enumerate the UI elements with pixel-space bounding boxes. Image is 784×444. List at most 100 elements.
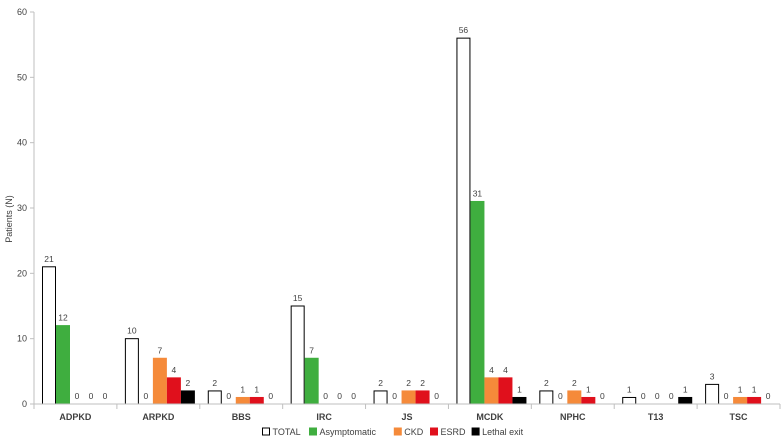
- data-label-t13-ckd: 0: [655, 391, 660, 401]
- x-tick-label-mcdk: MCDK: [476, 412, 503, 422]
- data-label-t13-asymptomatic: 0: [641, 391, 646, 401]
- bar-arpkd-lethal-exit: [180, 390, 195, 405]
- data-label-mcdk-lethal-exit: 1: [517, 384, 522, 394]
- legend-swatch-esrd: [430, 427, 438, 436]
- bar-bbs-esrd: [249, 396, 264, 405]
- y-tick-label: 0: [22, 399, 27, 409]
- bar-adpkd-total: [42, 266, 56, 405]
- x-tick-label-js: JS: [401, 412, 412, 422]
- data-label-arpkd-asymptomatic: 0: [144, 391, 149, 401]
- data-label-js-lethal-exit: 0: [434, 391, 439, 401]
- data-label-tsc-total: 3: [710, 371, 715, 381]
- legend-swatch-lethal-exit: [471, 427, 480, 436]
- x-tick-label-arpkd: ARPKD: [142, 412, 175, 422]
- data-label-js-total: 2: [378, 378, 383, 388]
- bar-js-ckd: [401, 390, 416, 405]
- data-label-adpkd-ckd: 0: [75, 391, 80, 401]
- bar-mcdk-esrd: [498, 377, 513, 405]
- data-label-js-ckd: 2: [406, 378, 411, 388]
- bars: [42, 37, 762, 405]
- data-label-arpkd-ckd: 7: [158, 345, 163, 355]
- legend-label-total: TOTAL: [273, 427, 301, 437]
- data-label-t13-total: 1: [627, 384, 632, 394]
- bar-irc-asymptomatic: [304, 357, 319, 405]
- data-label-mcdk-total: 56: [459, 25, 469, 35]
- bar-arpkd-total: [124, 338, 139, 405]
- data-label-arpkd-total: 10: [127, 326, 137, 336]
- data-label-bbs-total: 2: [212, 378, 217, 388]
- data-label-mcdk-asymptomatic: 31: [473, 188, 483, 198]
- bar-tsc-total: [705, 383, 720, 405]
- bar-js-total: [373, 390, 388, 405]
- bar-nphc-ckd: [567, 390, 582, 405]
- bar-mcdk-lethal-exit: [512, 396, 527, 405]
- data-label-nphc-total: 2: [544, 378, 549, 388]
- x-tick-label-tsc: TSC: [730, 412, 749, 422]
- data-label-nphc-lethal-exit: 0: [600, 391, 605, 401]
- bar-tsc-ckd: [733, 396, 748, 405]
- y-tick-label: 50: [17, 72, 27, 82]
- bar-mcdk-asymptomatic: [470, 200, 485, 405]
- data-label-adpkd-asymptomatic: 12: [58, 313, 68, 323]
- data-label-tsc-lethal-exit: 0: [766, 391, 771, 401]
- y-tick-label: 10: [17, 334, 27, 344]
- bar-adpkd-asymptomatic: [56, 325, 70, 405]
- bar-js-esrd: [415, 390, 430, 405]
- bar-arpkd-esrd: [166, 377, 181, 405]
- bar-nphc-esrd: [581, 396, 596, 405]
- legend-swatch-asymptomatic: [309, 427, 317, 436]
- x-tick-label-irc: IRC: [316, 412, 332, 422]
- data-label-adpkd-esrd: 0: [89, 391, 94, 401]
- bar-bbs-total: [207, 390, 222, 405]
- data-label-irc-asymptomatic: 7: [309, 345, 314, 355]
- data-label-irc-ckd: 0: [323, 391, 328, 401]
- data-label-irc-lethal-exit: 0: [351, 391, 356, 401]
- data-label-nphc-esrd: 1: [586, 384, 591, 394]
- data-label-mcdk-ckd: 4: [489, 365, 494, 375]
- data-label-mcdk-esrd: 4: [503, 365, 508, 375]
- y-tick-label: 20: [17, 268, 27, 278]
- data-label-bbs-ckd: 1: [240, 384, 245, 394]
- data-label-irc-esrd: 0: [337, 391, 342, 401]
- y-axis-ticks: 0 10 20 30 40 50 60: [17, 7, 35, 409]
- bar-mcdk-ckd: [484, 377, 499, 405]
- bar-tsc-esrd: [747, 396, 762, 405]
- data-label-bbs-lethal-exit: 0: [268, 391, 273, 401]
- y-tick-label: 60: [17, 7, 27, 17]
- data-label-nphc-ckd: 2: [572, 378, 577, 388]
- legend-swatch-ckd: [393, 427, 402, 436]
- bar-arpkd-ckd: [152, 357, 167, 405]
- x-tick-label-nphc: NPHC: [560, 412, 586, 422]
- bar-mcdk-total: [456, 37, 471, 405]
- legend-swatch-total: [262, 427, 270, 436]
- data-label-tsc-asymptomatic: 0: [724, 391, 729, 401]
- x-tick-label-adpkd: ADPKD: [59, 412, 92, 422]
- x-tick-label-t13: T13: [648, 412, 664, 422]
- legend-label-esrd: ESRD: [441, 427, 467, 437]
- data-label-js-asymptomatic: 0: [392, 391, 397, 401]
- y-tick-label: 30: [17, 203, 27, 213]
- data-label-bbs-esrd: 1: [254, 384, 259, 394]
- legend-label-ckd: CKD: [404, 427, 424, 437]
- data-label-arpkd-esrd: 4: [172, 365, 177, 375]
- bar-t13-total: [622, 396, 637, 405]
- data-label-js-esrd: 2: [420, 378, 425, 388]
- legend: TOTAL Asymptomatic CKD ESRD Lethal exit: [262, 427, 524, 437]
- bar-t13-lethal-exit: [678, 396, 693, 405]
- y-axis-title: Patients (N): [4, 195, 14, 243]
- data-label-tsc-ckd: 1: [738, 384, 743, 394]
- data-label-irc-total: 15: [293, 293, 303, 303]
- data-label-nphc-asymptomatic: 0: [558, 391, 563, 401]
- x-axis: ADPKD ARPKD BBS IRC JS MCDK NPHC T13 TSC: [33, 403, 781, 422]
- legend-label-asymptomatic: Asymptomatic: [320, 427, 377, 437]
- data-label-adpkd-total: 21: [44, 254, 54, 264]
- data-label-tsc-esrd: 1: [752, 384, 757, 394]
- legend-label-lethal-exit: Lethal exit: [482, 427, 524, 437]
- bar-nphc-total: [539, 390, 554, 405]
- y-tick-label: 40: [17, 138, 27, 148]
- y-axis-title-group: Patients (N): [4, 195, 14, 243]
- data-label-bbs-asymptomatic: 0: [226, 391, 231, 401]
